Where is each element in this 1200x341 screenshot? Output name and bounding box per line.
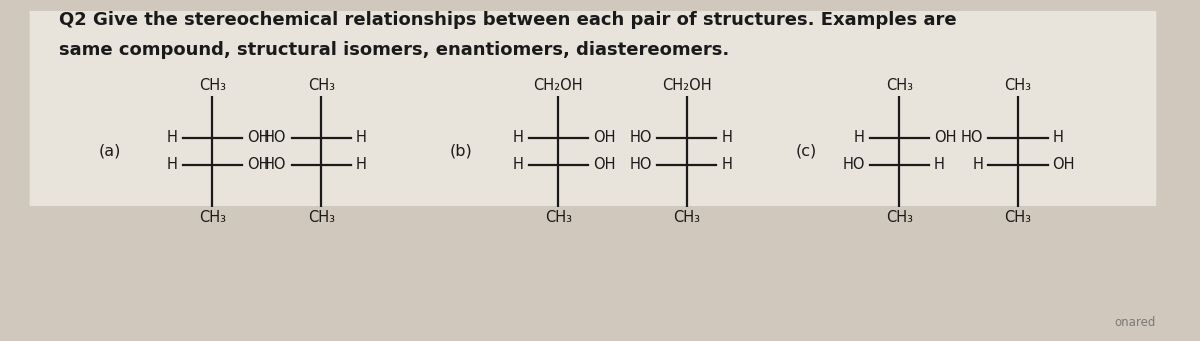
Text: Q2 Give the stereochemical relationships between each pair of structures. Exampl: Q2 Give the stereochemical relationships…	[59, 11, 956, 29]
Text: OH: OH	[247, 157, 270, 172]
Text: HO: HO	[264, 130, 287, 145]
Text: HO: HO	[630, 130, 653, 145]
Text: HO: HO	[961, 130, 983, 145]
Text: CH₃: CH₃	[1004, 209, 1031, 224]
Text: CH₃: CH₃	[886, 209, 913, 224]
Text: CH₃: CH₃	[545, 209, 572, 224]
Text: H: H	[972, 157, 983, 172]
FancyBboxPatch shape	[30, 11, 1157, 206]
Text: H: H	[721, 130, 732, 145]
Text: CH₃: CH₃	[307, 77, 335, 92]
Text: CH₃: CH₃	[673, 209, 701, 224]
Text: H: H	[854, 130, 865, 145]
Text: onared: onared	[1115, 316, 1157, 329]
Text: H: H	[721, 157, 732, 172]
Text: (a): (a)	[98, 144, 121, 159]
Text: H: H	[1052, 130, 1063, 145]
Text: HO: HO	[842, 157, 865, 172]
Text: CH₃: CH₃	[199, 77, 226, 92]
Text: HO: HO	[630, 157, 653, 172]
Text: H: H	[167, 130, 178, 145]
Text: OH: OH	[247, 130, 270, 145]
Text: H: H	[355, 157, 367, 172]
Text: H: H	[512, 157, 523, 172]
Text: H: H	[167, 157, 178, 172]
Text: H: H	[355, 130, 367, 145]
Text: OH: OH	[593, 157, 616, 172]
Text: OH: OH	[593, 130, 616, 145]
Text: HO: HO	[264, 157, 287, 172]
Text: OH: OH	[934, 130, 956, 145]
Text: CH₂OH: CH₂OH	[662, 77, 712, 92]
Text: OH: OH	[1052, 157, 1075, 172]
Text: CH₃: CH₃	[1004, 77, 1031, 92]
Text: CH₃: CH₃	[886, 77, 913, 92]
Text: H: H	[934, 157, 944, 172]
Text: same compound, structural isomers, enantiomers, diastereomers.: same compound, structural isomers, enant…	[59, 41, 730, 59]
Text: CH₃: CH₃	[199, 209, 226, 224]
Text: CH₃: CH₃	[307, 209, 335, 224]
Text: (c): (c)	[796, 144, 817, 159]
Text: (b): (b)	[450, 144, 473, 159]
Text: CH₂OH: CH₂OH	[534, 77, 583, 92]
Text: H: H	[512, 130, 523, 145]
